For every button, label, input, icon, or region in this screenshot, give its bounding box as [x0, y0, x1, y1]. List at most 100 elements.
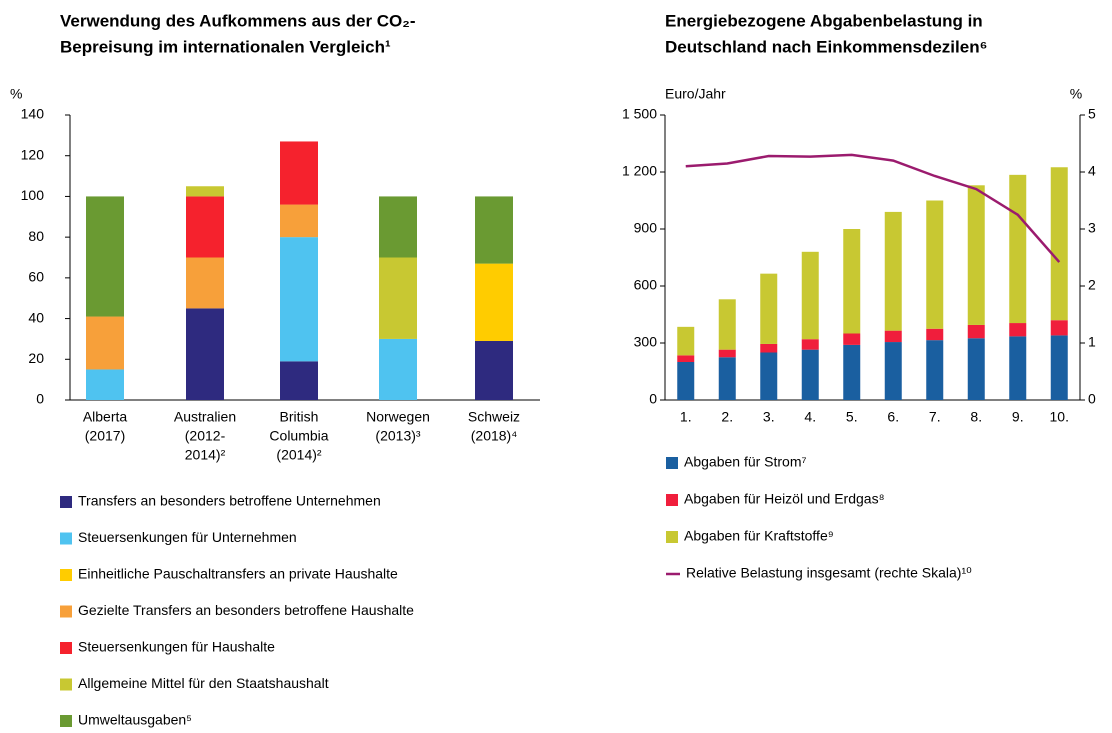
- bar-segment: [884, 330, 902, 343]
- bar-segment: [760, 343, 778, 353]
- x-tick-label: Schweiz: [468, 409, 520, 425]
- x-tick-label: 6.: [887, 409, 899, 425]
- bar-segment: [967, 185, 985, 325]
- chart-title: Deutschland nach Einkommensdezilen⁶: [665, 37, 987, 56]
- y-tick-label: 600: [634, 277, 658, 293]
- chart-title: Bepreisung im internationalen Vergleich¹: [60, 37, 391, 56]
- x-tick-label: (2017): [85, 428, 125, 444]
- x-tick-label: 9.: [1012, 409, 1024, 425]
- bar-segment: [926, 200, 944, 329]
- bar-segment: [677, 362, 695, 400]
- legend-swatch: [60, 532, 72, 545]
- x-tick-label: Australien: [174, 409, 236, 425]
- bar-segment: [884, 211, 902, 331]
- bar-segment: [280, 237, 318, 362]
- bar-segment: [677, 326, 695, 356]
- x-tick-label: 4.: [804, 409, 816, 425]
- legend-swatch: [60, 605, 72, 618]
- y2-axis-label: %: [1070, 86, 1082, 102]
- legend-label: Relative Belastung insgesamt (rechte Ska…: [686, 565, 972, 581]
- legend-label: Steuersenkungen für Unternehmen: [78, 529, 297, 545]
- legend-swatch: [60, 715, 72, 727]
- y2-tick-label: 5: [1088, 106, 1096, 122]
- legend-label: Allgemeine Mittel für den Staatshaushalt: [78, 675, 329, 691]
- bar-segment: [280, 141, 318, 205]
- legend-swatch: [60, 642, 72, 654]
- bar-segment: [718, 299, 736, 350]
- y-axis-label: %: [10, 86, 22, 102]
- bar-segment: [379, 338, 417, 400]
- bar-segment: [379, 196, 417, 258]
- y-tick-label: 1 200: [622, 163, 657, 179]
- bar-segment: [1050, 167, 1068, 321]
- bar-segment: [186, 308, 224, 400]
- legend-label: Abgaben für Strom⁷: [684, 454, 807, 470]
- y2-tick-label: 1: [1088, 334, 1096, 350]
- bar-segment: [1050, 335, 1068, 400]
- legend-swatch: [60, 569, 72, 581]
- y2-tick-label: 4: [1088, 163, 1096, 179]
- y2-tick-label: 3: [1088, 220, 1096, 236]
- bar-segment: [1009, 336, 1027, 400]
- bar-segment: [967, 338, 985, 400]
- bar-segment: [801, 339, 819, 350]
- bar-segment: [801, 349, 819, 400]
- bar-segment: [475, 196, 513, 264]
- bar-segment: [475, 263, 513, 341]
- y-tick-label: 40: [28, 309, 44, 325]
- y-tick-label: 60: [28, 269, 44, 285]
- bar-segment: [967, 324, 985, 339]
- x-tick-label: (2014)²: [276, 447, 321, 463]
- y2-tick-label: 0: [1088, 391, 1096, 407]
- bar-segment: [86, 196, 124, 317]
- legend-label: Gezielte Transfers an besonders betroffe…: [78, 602, 414, 618]
- y-tick-label: 1 500: [622, 106, 657, 122]
- bar-segment: [475, 340, 513, 400]
- bar-segment: [186, 196, 224, 258]
- bar-segment: [379, 257, 417, 339]
- bar-segment: [677, 355, 695, 362]
- legend-label: Umweltausgaben⁵: [78, 712, 192, 728]
- bar-segment: [280, 361, 318, 400]
- bar-segment: [884, 342, 902, 400]
- bar-segment: [280, 204, 318, 238]
- bar-segment: [86, 316, 124, 370]
- x-tick-label: 2014)²: [185, 447, 226, 463]
- x-tick-label: 7.: [929, 409, 941, 425]
- y-tick-label: 20: [28, 350, 44, 366]
- y-tick-label: 300: [634, 334, 658, 350]
- x-tick-label: 2.: [721, 409, 733, 425]
- x-tick-label: Alberta: [83, 409, 128, 425]
- x-tick-label: (2018)⁴: [471, 428, 517, 444]
- legend-label: Abgaben für Heizöl und Erdgas⁸: [684, 491, 885, 507]
- x-tick-label: (2012-: [185, 428, 226, 444]
- legend-label: Steuersenkungen für Haushalte: [78, 639, 275, 655]
- chart-title: Energiebezogene Abgabenbelastung in: [665, 11, 983, 30]
- legend-swatch: [60, 496, 72, 508]
- bar-segment: [760, 352, 778, 400]
- x-tick-label: 10.: [1050, 409, 1069, 425]
- x-tick-label: 3.: [763, 409, 775, 425]
- y-tick-label: 0: [649, 391, 657, 407]
- legend-label: Abgaben für Kraftstoffe⁹: [684, 528, 834, 544]
- y-tick-label: 0: [36, 391, 44, 407]
- x-tick-label: 8.: [970, 409, 982, 425]
- x-tick-label: Columbia: [269, 428, 328, 444]
- bar-segment: [186, 257, 224, 309]
- y2-tick-label: 2: [1088, 277, 1096, 293]
- y-tick-label: 120: [21, 146, 45, 162]
- x-tick-label: 5.: [846, 409, 858, 425]
- y-tick-label: 80: [28, 228, 44, 244]
- legend-label: Einheitliche Pauschaltransfers an privat…: [78, 566, 398, 582]
- bar-segment: [843, 229, 861, 334]
- chart-title: Verwendung des Aufkommens aus der CO₂-: [60, 11, 416, 30]
- legend-label: Transfers an besonders betroffene Untern…: [78, 493, 381, 509]
- bar-segment: [926, 340, 944, 400]
- bar-segment: [760, 273, 778, 344]
- bar-segment: [86, 369, 124, 400]
- y-tick-label: 900: [634, 220, 658, 236]
- x-tick-label: Norwegen: [366, 409, 430, 425]
- x-tick-label: 1.: [680, 409, 692, 425]
- bar-segment: [926, 328, 944, 341]
